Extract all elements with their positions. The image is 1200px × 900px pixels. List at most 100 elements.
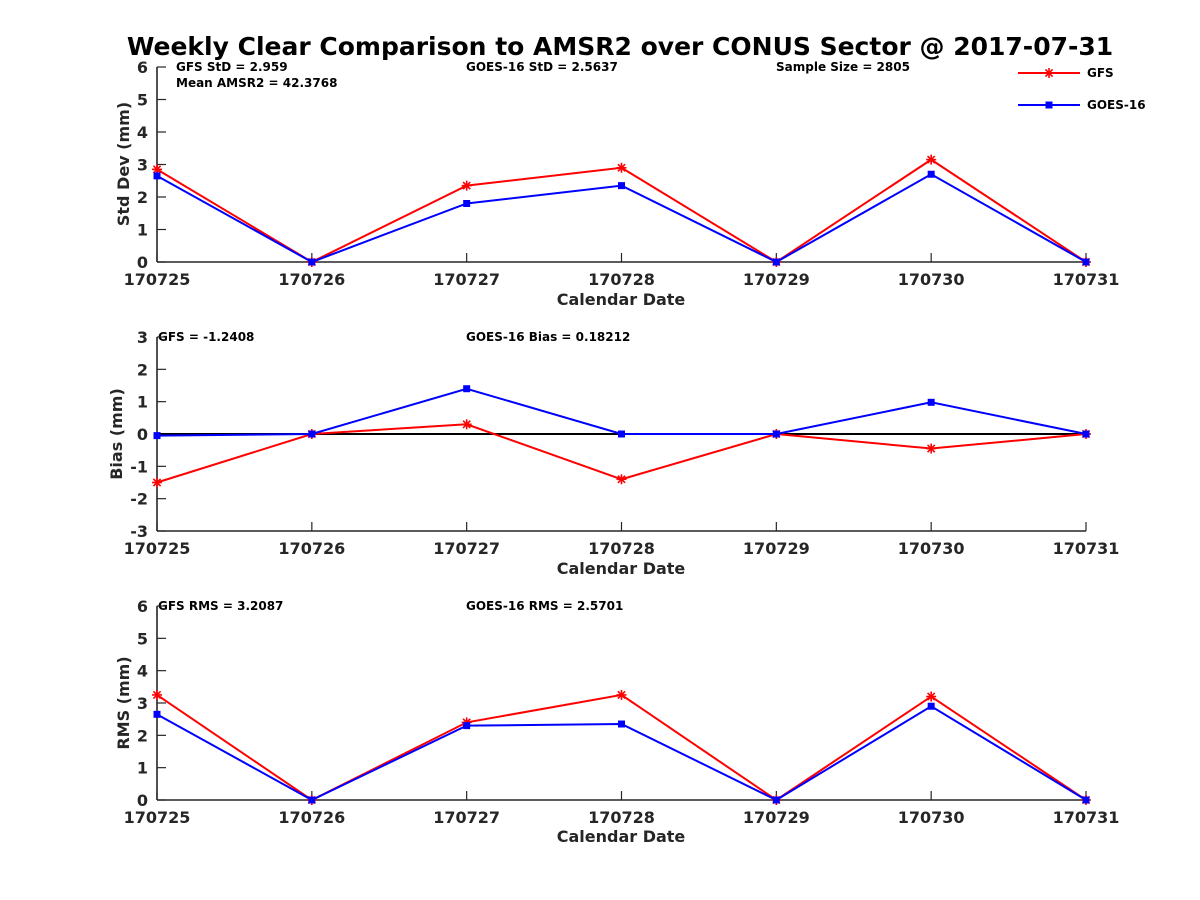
x-tick-label: 170728	[588, 808, 655, 827]
panel-rms: GFS RMS = 3.2087 GOES-16 RMS = 2.5701 RM…	[114, 597, 1119, 846]
x-tick-label: 170728	[588, 270, 655, 289]
point-goes-16	[463, 200, 471, 207]
x-tick-label: 170725	[124, 539, 191, 558]
x-tick-label: 170725	[124, 270, 191, 289]
point-goes-16	[1082, 796, 1090, 804]
y-tick-label: 4	[137, 123, 148, 142]
y-tick-label: 1	[137, 221, 148, 240]
y-tick-label: 0	[137, 425, 148, 444]
y-tick-label: -3	[130, 522, 148, 541]
point-goes-16	[927, 702, 935, 710]
point-gfs	[461, 180, 472, 191]
x-tick-label: 170727	[433, 270, 500, 289]
x-tick-label: 170727	[433, 808, 500, 827]
legend-goes-marker-icon	[1045, 101, 1053, 109]
point-goes-16	[308, 258, 316, 266]
x-tick-label: 170730	[898, 539, 965, 558]
ylabel-rms: RMS (mm)	[114, 656, 133, 749]
y-tick-label: -2	[130, 490, 148, 509]
annot-gfs-rms: GFS RMS = 3.2087	[158, 599, 283, 613]
annot-gfs-bias: GFS = -1.2408	[158, 330, 254, 344]
point-goes-16	[618, 720, 625, 728]
series-line-goes-16	[156, 387, 1087, 437]
y-tick-label: 2	[137, 726, 148, 745]
point-goes-16	[153, 710, 161, 718]
point-goes-16	[927, 170, 935, 178]
x-tick-label: 170726	[278, 808, 345, 827]
y-tick-label: 5	[137, 629, 148, 648]
y-tick-label: 0	[137, 791, 148, 810]
x-tick-label: 170730	[898, 808, 965, 827]
y-tick-label: 4	[137, 662, 148, 681]
point-goes-16	[308, 430, 316, 438]
annot-goes-bias: GOES-16 Bias = 0.18212	[466, 330, 630, 344]
point-goes-16	[153, 172, 161, 180]
y-tick-label: 0	[137, 253, 148, 272]
y-tick-label: 6	[137, 58, 148, 77]
point-goes-16	[1082, 430, 1090, 438]
point-gfs	[152, 477, 162, 488]
y-tick-label: 3	[137, 694, 148, 713]
point-gfs	[461, 419, 472, 430]
annot-goes-std: GOES-16 StD = 2.5637	[466, 60, 618, 74]
xlabel-bias: Calendar Date	[557, 559, 686, 578]
xlabel-rms: Calendar Date	[557, 827, 686, 846]
panel-std-dev: GFS StD = 2.959 Mean AMSR2 = 42.3768 GOE…	[114, 58, 1119, 309]
point-goes-16	[463, 385, 471, 393]
xlabel-std-dev: Calendar Date	[557, 290, 686, 309]
ylabel-bias: Bias (mm)	[107, 388, 126, 480]
x-tick-label: 170731	[1053, 270, 1120, 289]
point-goes-16	[1082, 258, 1090, 266]
point-goes-16	[153, 432, 161, 440]
x-tick-label: 170725	[124, 808, 191, 827]
point-goes-16	[618, 430, 625, 438]
annot-goes-rms: GOES-16 RMS = 2.5701	[466, 599, 623, 613]
figure-title: Weekly Clear Comparison to AMSR2 over CO…	[127, 32, 1113, 61]
point-goes-16	[463, 722, 471, 730]
legend-gfs-label: GFS	[1087, 66, 1114, 80]
point-gfs	[152, 689, 162, 700]
legend-gfs-marker-icon	[1044, 68, 1054, 78]
legend-gfs-asterisk	[1044, 68, 1054, 78]
annot-gfs-std: GFS StD = 2.959	[176, 60, 288, 74]
point-gfs	[926, 154, 937, 165]
series-line-goes-16	[156, 705, 1087, 802]
y-tick-label: 2	[137, 360, 148, 379]
x-tick-label: 170731	[1053, 539, 1120, 558]
y-tick-label: 3	[137, 328, 148, 347]
point-goes-16	[308, 796, 316, 804]
point-goes-16	[618, 182, 625, 190]
x-tick-label: 170731	[1053, 808, 1120, 827]
point-gfs	[926, 443, 937, 454]
x-tick-label: 170726	[278, 539, 345, 558]
y-tick-label: -1	[130, 457, 148, 476]
point-goes-16	[772, 796, 780, 804]
y-tick-label: 2	[137, 188, 148, 207]
point-gfs	[616, 689, 627, 700]
x-tick-label: 170728	[588, 539, 655, 558]
x-tick-label: 170729	[743, 270, 810, 289]
point-gfs	[926, 691, 937, 702]
annot-mean-amsr2: Mean AMSR2 = 42.3768	[176, 76, 337, 90]
legend: GFS GOES-16	[1018, 66, 1146, 112]
point-goes-16	[927, 398, 935, 406]
panel-bias: GFS = -1.2408 GOES-16 Bias = 0.18212 Bia…	[107, 328, 1119, 578]
annot-sample-size: Sample Size = 2805	[776, 60, 910, 74]
y-tick-label: 6	[137, 597, 148, 616]
legend-goes-label: GOES-16	[1087, 98, 1146, 112]
x-tick-label: 170730	[898, 270, 965, 289]
series-line-gfs	[156, 693, 1087, 802]
y-tick-label: 3	[137, 156, 148, 175]
point-goes-16	[772, 258, 780, 266]
series-line-gfs	[156, 158, 1087, 264]
x-tick-label: 170729	[743, 808, 810, 827]
point-gfs	[616, 162, 627, 173]
y-tick-label: 1	[137, 393, 148, 412]
x-tick-label: 170726	[278, 270, 345, 289]
x-tick-label: 170727	[433, 539, 500, 558]
ylabel-std-dev: Std Dev (mm)	[114, 102, 133, 226]
y-tick-label: 5	[137, 91, 148, 110]
y-tick-label: 1	[137, 759, 148, 778]
point-gfs	[616, 474, 627, 485]
